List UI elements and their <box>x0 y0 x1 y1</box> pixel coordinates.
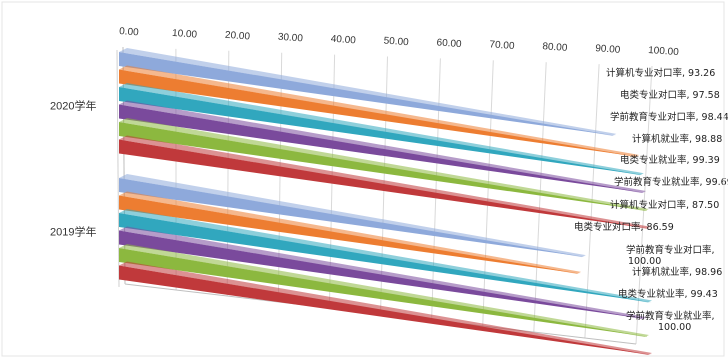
data-label: 电类专业就业率, 99.43 <box>618 288 718 300</box>
bar-top-face <box>119 261 652 355</box>
bar-top-face <box>119 100 647 194</box>
axis-depth-edge <box>116 49 120 288</box>
bar-top-face <box>119 65 640 157</box>
bar <box>119 248 649 338</box>
data-label: 计算机就业率, 98.96 <box>632 266 722 278</box>
x-tick-label: 10.00 <box>172 28 198 41</box>
data-label: 电类专业对口率, 97.58 <box>620 89 720 101</box>
bar-top-face <box>119 209 652 303</box>
category-label: 2019学年 <box>50 225 96 239</box>
bar-top-face <box>119 244 649 338</box>
bar-top-face <box>119 135 651 229</box>
x-tick-label: 40.00 <box>330 34 356 47</box>
bar-top-face <box>119 48 617 136</box>
bar <box>119 52 617 136</box>
data-label: 电类专业对口率, 86.59 <box>574 221 674 233</box>
bar <box>119 69 640 157</box>
gridline <box>533 62 547 333</box>
bar-top-face <box>119 118 649 211</box>
bar <box>119 87 644 176</box>
x-tick-label: 100.00 <box>648 45 680 58</box>
bar <box>119 178 586 258</box>
data-label: 电类专业就业率, 99.39 <box>620 154 720 166</box>
x-tick-label: 90.00 <box>595 43 621 56</box>
data-label: 100.00 <box>628 256 661 267</box>
bar-top-face <box>119 83 644 176</box>
bar <box>119 195 582 274</box>
data-label: 学前教育专业就业率, <box>626 310 715 322</box>
bar <box>119 265 652 355</box>
category-label: 2020学年 <box>50 99 96 113</box>
x-tick-label: 30.00 <box>277 32 303 45</box>
gridline <box>482 60 494 327</box>
bar-top-face <box>119 174 586 258</box>
x-tick-label: 0.00 <box>119 26 140 38</box>
data-label: 计算机专业对口率, 93.26 <box>606 67 715 79</box>
data-label: 学前教育专业对口率, 98.44 <box>610 111 728 123</box>
x-tick-label: 60.00 <box>436 37 462 50</box>
data-label: 计算机就业率, 98.88 <box>632 133 722 145</box>
x-tick-label: 70.00 <box>489 39 515 52</box>
bar <box>119 104 647 194</box>
bar-top-face <box>119 226 647 320</box>
gridline <box>635 65 653 345</box>
data-label: 学前教育专业就业率, 99.69 <box>614 176 728 188</box>
bar <box>119 139 651 229</box>
bar <box>119 230 647 320</box>
data-label: 学前教育专业对口率, <box>626 244 715 256</box>
x-tick-label: 80.00 <box>542 41 568 54</box>
data-label: 100.00 <box>658 322 691 333</box>
bar <box>119 122 649 211</box>
x-tick-label: 20.00 <box>225 30 251 43</box>
bar <box>119 213 652 303</box>
bar-top-face <box>119 191 582 274</box>
gridline <box>431 58 441 321</box>
x-tick-label: 50.00 <box>383 36 409 49</box>
data-label: 计算机专业对口率, 87.50 <box>610 199 719 211</box>
